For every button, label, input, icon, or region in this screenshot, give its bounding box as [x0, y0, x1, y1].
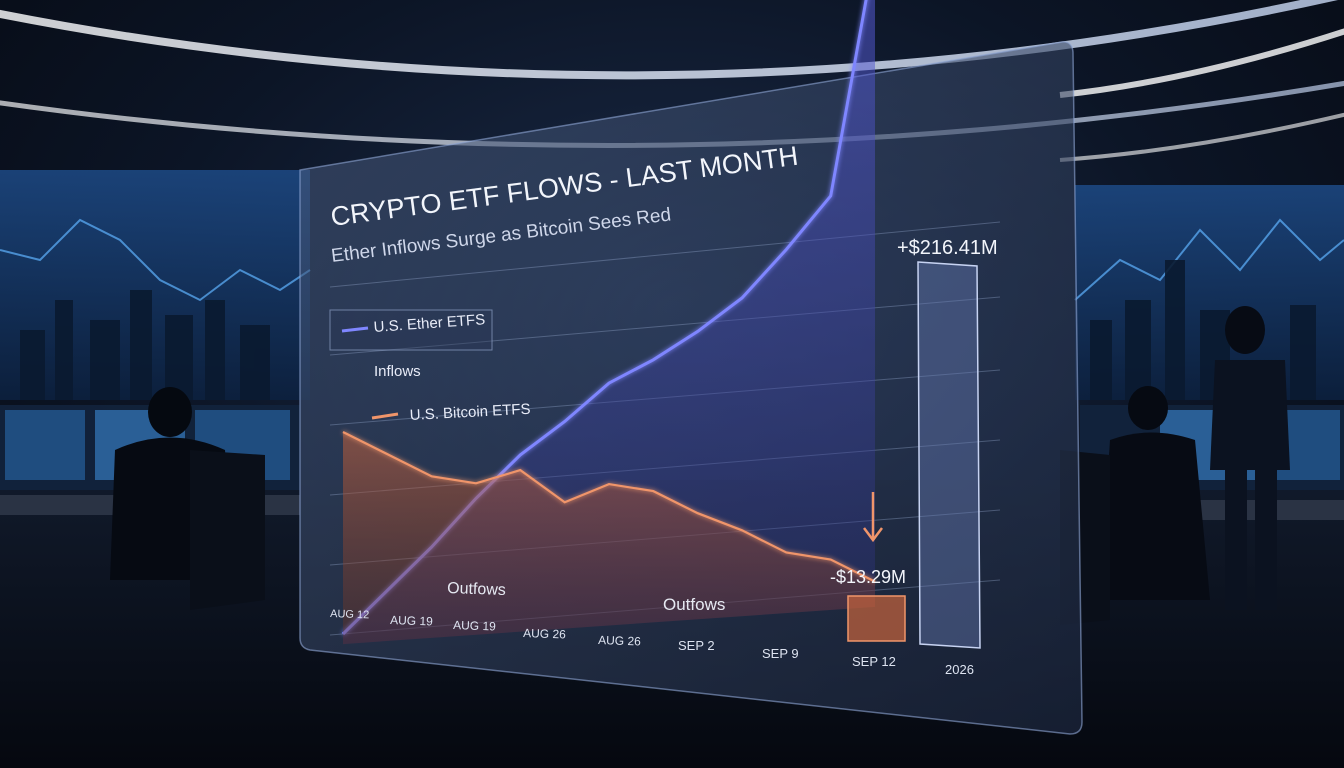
x-axis: AUG 12 AUG 19 AUG 19 AUG 26 AUG 26 SEP 2…	[330, 608, 974, 677]
bitcoin-total-annotation: -$13.29M	[830, 567, 906, 587]
legend-swatch-ether	[341, 326, 369, 333]
x-tick-label: SEP 12	[852, 654, 896, 669]
x-tick-label: AUG 26	[523, 626, 566, 641]
x-tick-label: SEP 9	[762, 646, 799, 661]
x-tick-label: SEP 2	[678, 638, 715, 653]
ether-total-bar	[917, 261, 981, 649]
bitcoin-series-line	[342, 431, 876, 583]
x-tick-label: AUG 26	[598, 633, 641, 648]
x-tick-label: 2026	[945, 662, 974, 677]
x-tick-label: AUG 19	[390, 613, 433, 628]
series-layer	[341, 0, 876, 645]
bitcoin-series-area	[343, 432, 875, 645]
down-arrow-icon	[863, 492, 883, 543]
ether-total-annotation: +$216.41M	[897, 237, 998, 259]
x-tick-label: AUG 19	[453, 618, 496, 633]
legend-label-bitcoin: U.S. Bitcoin ETFS	[409, 401, 531, 424]
x-tick-label: AUG 12	[330, 608, 370, 621]
legend-swatch-bitcoin	[371, 412, 399, 420]
outflows-label-right: Outfows	[663, 595, 725, 614]
legend-label-inflows: Inflows	[374, 363, 421, 380]
ether-series-area	[343, 0, 875, 645]
outflows-label-left: Outfows	[447, 580, 506, 599]
bitcoin-total-bar	[847, 595, 906, 642]
